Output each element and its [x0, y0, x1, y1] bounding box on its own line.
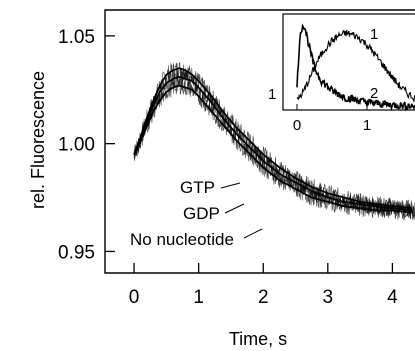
inset-series-label-1: 1 — [370, 26, 378, 43]
x-tick-label: 2 — [258, 287, 269, 308]
x-tick-label: 4 — [387, 287, 398, 308]
inset-x-tick-label: 0 — [293, 117, 301, 134]
y-tick-label: 0.95 — [58, 242, 95, 263]
plot-frame — [104, 9, 415, 274]
x-tick-label: 0 — [129, 287, 140, 308]
x-tick-label: 1 — [193, 287, 204, 308]
series-gdp — [133, 75, 412, 212]
inset-series-label-2: 2 — [370, 85, 378, 102]
y-tick-label: 1.00 — [58, 135, 95, 156]
label-gtp: GTP — [180, 178, 215, 197]
inset-y-tick-label: 1 — [268, 86, 276, 103]
plot-lines — [133, 62, 415, 221]
leader-gtp — [220, 182, 241, 189]
y-tick-label: 1.05 — [58, 27, 95, 48]
x-tick-label: 3 — [323, 287, 334, 308]
series-gtp — [133, 67, 412, 210]
inset-series-1 — [296, 30, 415, 104]
inset-lines — [296, 23, 415, 112]
label-gdp: GDP — [183, 204, 220, 223]
x-axis: 0 1 2 3 4 — [129, 263, 398, 308]
x-axis-title: Time, s — [229, 329, 287, 349]
label-no-nucleotide: No nucleotide — [130, 230, 234, 249]
series-no-nucleotide — [133, 84, 412, 214]
y-axis-title: rel. Fluorescence — [28, 71, 48, 209]
inset-series-2 — [296, 23, 415, 112]
inset-x-tick-label: 1 — [363, 117, 371, 134]
leader-no-nucleotide — [243, 228, 263, 239]
y-axis: 0.95 1.00 1.05 — [58, 27, 115, 263]
leader-gdp — [224, 203, 245, 214]
